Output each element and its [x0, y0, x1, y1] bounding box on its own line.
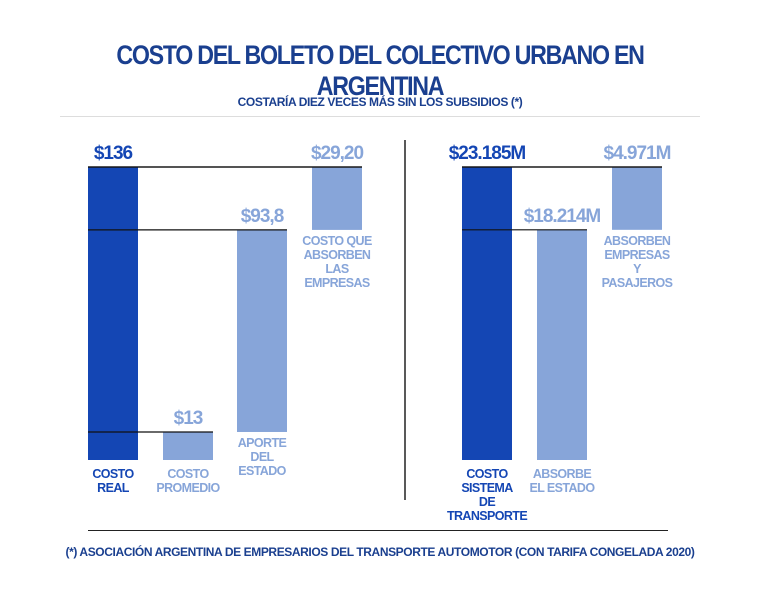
category-label: COSTO: [466, 467, 508, 481]
category-label: DE: [479, 495, 495, 509]
subtitle: COSTARÍA DIEZ VECES MÁS SIN LOS SUBSIDIO…: [237, 95, 523, 109]
category-label: Y: [633, 262, 642, 276]
category-label: PROMEDIO: [156, 481, 220, 495]
bar: [237, 229, 287, 432]
category-label: PASAJEROS: [602, 276, 673, 290]
bar-value-label: $136: [94, 143, 133, 164]
bar: [537, 229, 587, 460]
bar-value-label: $93,8: [241, 206, 284, 227]
footer-divider: [88, 530, 668, 531]
bar: [88, 167, 138, 460]
bar: [163, 431, 213, 460]
category-label: ESTADO: [238, 464, 286, 478]
category-label: EL ESTADO: [530, 481, 596, 495]
category-label: ABSORBE: [533, 467, 592, 481]
bar-value-label: $23.185M: [449, 143, 526, 164]
category-label: EMPRESAS: [304, 276, 370, 290]
category-label: SISTEMA: [461, 481, 513, 495]
page-title: COSTO DEL BOLETO DEL COLECTIVO URBANO EN…: [116, 40, 645, 101]
divider: [60, 116, 700, 117]
bar: [612, 167, 662, 230]
bar-value-label: $18.214M: [524, 206, 601, 227]
category-label: ABSORBEN: [304, 248, 371, 262]
category-label: EMPRESAS: [604, 248, 670, 262]
bar: [462, 167, 512, 460]
category-label: COSTO QUE: [302, 234, 372, 248]
category-label: LAS: [325, 262, 348, 276]
category-label: TRANSPORTE: [447, 509, 527, 523]
category-label: REAL: [97, 481, 130, 495]
category-label: COSTO: [167, 467, 209, 481]
category-label: COSTO: [92, 467, 134, 481]
category-label: APORTE: [238, 436, 287, 450]
bar-value-label: $4.971M: [604, 143, 671, 164]
category-label: DEL: [250, 450, 274, 464]
category-label: ABSORBEN: [604, 234, 671, 248]
footer-note: (*) ASOCIACIÓN ARGENTINA DE EMPRESARIOS …: [65, 545, 695, 559]
bar-value-label: $29,20: [311, 143, 364, 164]
bar: [312, 167, 362, 230]
bar-value-label: $13: [174, 408, 203, 429]
